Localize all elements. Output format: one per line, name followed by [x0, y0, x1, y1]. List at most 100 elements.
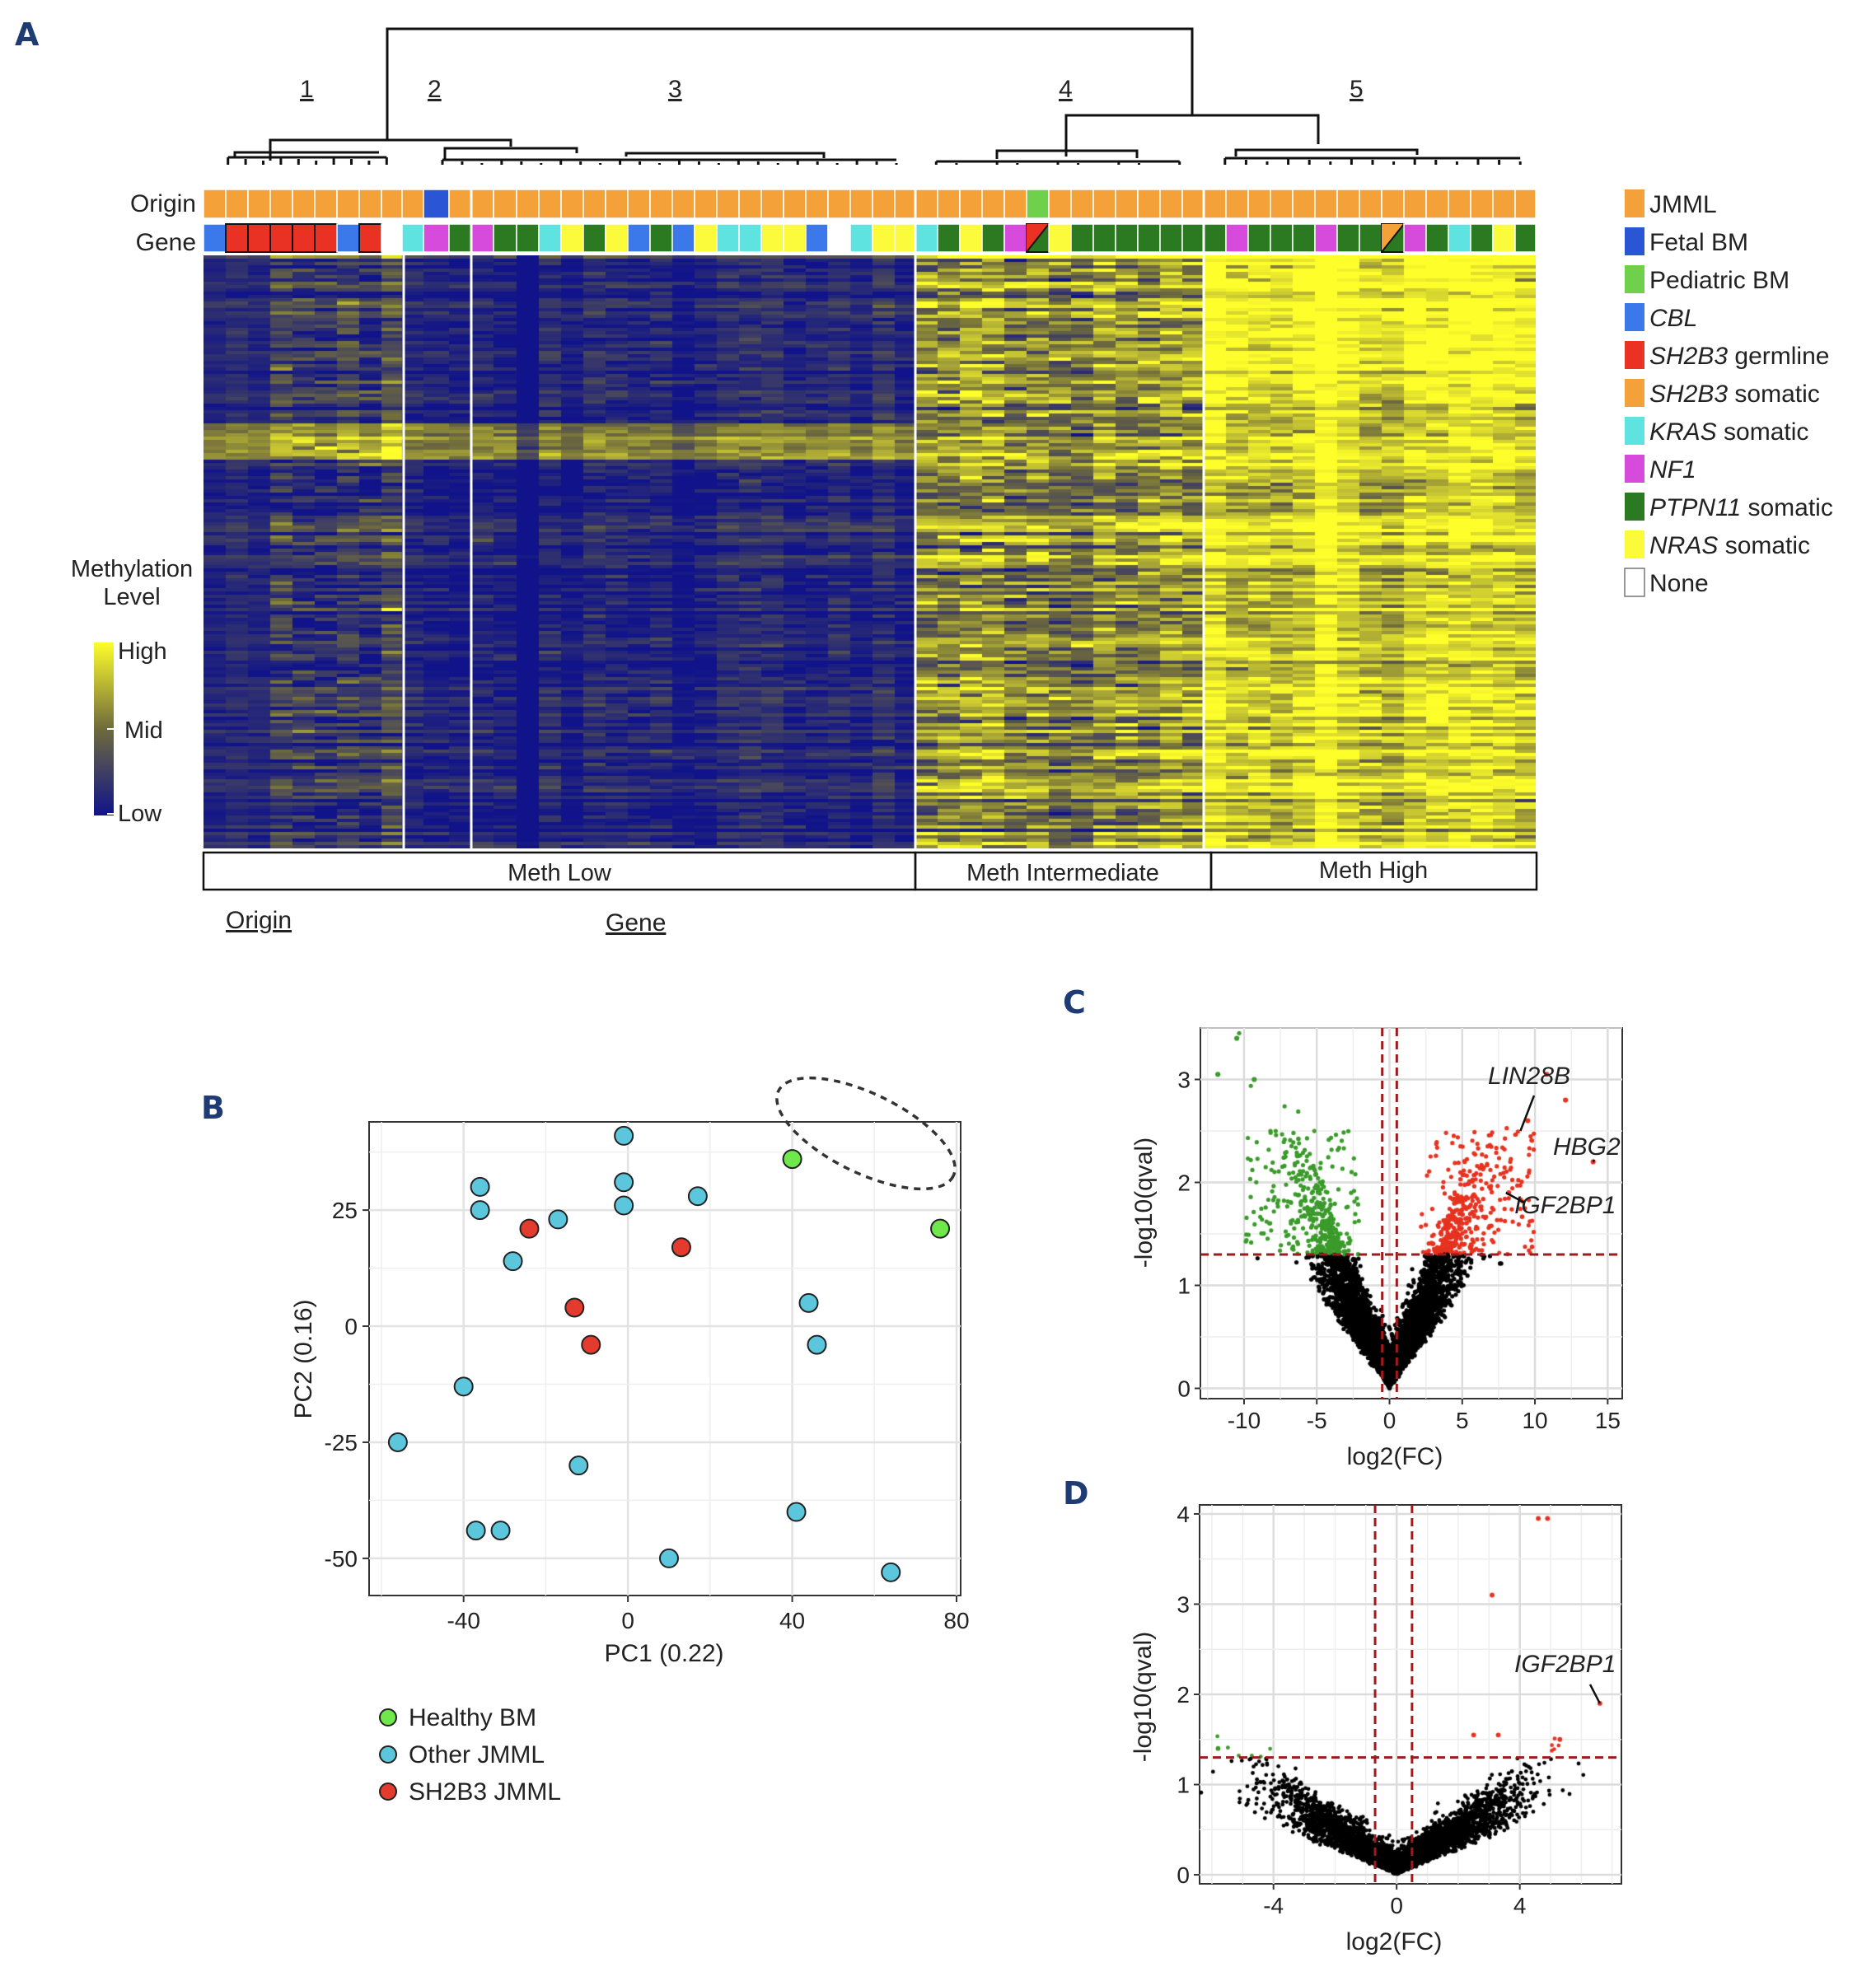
footer-origin: Origin [226, 907, 292, 934]
legend-a-label: SH2B3 somatic [1649, 381, 1820, 408]
origin-cell [1381, 189, 1405, 219]
pca-point [807, 1334, 827, 1355]
volcano-gene-label: HBG2 [1553, 1133, 1621, 1161]
volcano-c-thresholds [1200, 1028, 1622, 1399]
origin-cell [314, 189, 338, 219]
volcano-c-xlabel: log2(FC) [1347, 1443, 1443, 1470]
origin-cell [1203, 189, 1227, 219]
pca-point [798, 1292, 819, 1313]
gene-cell [1425, 223, 1449, 253]
pca-point [568, 1455, 589, 1476]
gene-cell [582, 223, 606, 253]
pca-points [387, 1125, 951, 1582]
legend-a-swatch [1625, 493, 1644, 521]
legend-a-label: CBL [1649, 305, 1697, 332]
origin-cell [1403, 189, 1427, 219]
origin-cell [1336, 189, 1360, 219]
legend-a-label: Pediatric BM [1649, 267, 1789, 294]
origin-cell [605, 189, 629, 219]
volcano-c-panel: -10 -5 0 5 10 15 0 1 2 3 LIN28B HBG2 IGF2BP1 log2(F… [1130, 1027, 1623, 1470]
group-meth-intermediate: Meth Intermediate [966, 860, 1159, 886]
panel-letter-a: A [15, 16, 40, 53]
gene-cell [760, 223, 784, 253]
origin-cell [470, 189, 494, 219]
gene-cell [627, 223, 651, 253]
legend-b-marker [379, 1782, 397, 1801]
origin-cell [1137, 189, 1161, 219]
pca-point [614, 1172, 634, 1193]
pca-point [881, 1562, 901, 1582]
legend-a-label: NF1 [1649, 456, 1696, 484]
volcano-d-ylabel: -log10(qval) [1130, 1632, 1157, 1762]
origin-cell [1359, 189, 1382, 219]
pca-point [782, 1149, 802, 1170]
gene-cell [1203, 223, 1227, 253]
pca-ytick-label: -25 [325, 1430, 358, 1455]
group-meth-high: Meth High [1319, 857, 1428, 884]
gene-cell [649, 223, 673, 253]
origin-cell [1003, 189, 1027, 219]
origin-cell [1514, 189, 1537, 219]
gene-cell [225, 223, 249, 253]
pca-ylabel: PC2 (0.16) [290, 1299, 317, 1418]
gene-cell [915, 223, 938, 253]
volcano-c-ylabel: -log10(qval) [1130, 1138, 1158, 1268]
cluster-label-3: 3 [668, 76, 682, 103]
gene-cell [981, 223, 1005, 253]
pca-legend: Healthy BM Other JMML SH2B3 JMML [379, 1704, 561, 1806]
volcano-ytick-label: 2 [1177, 1170, 1191, 1196]
pca-ytick-label: 25 [332, 1198, 358, 1223]
volcano-point-cloud [1200, 1505, 1621, 1884]
origin-cell [805, 189, 829, 219]
volcano-ytick-label: 3 [1177, 1068, 1191, 1093]
gene-cell [783, 223, 807, 253]
legend-a-label: NRAS somatic [1649, 532, 1810, 559]
volcano-ytick-label: 1 [1177, 1273, 1191, 1299]
origin-cell [1492, 189, 1516, 219]
gene-cell [849, 223, 873, 253]
legend-a-label: KRAS somatic [1649, 418, 1808, 446]
origin-cell [292, 189, 316, 219]
volcano-c-points [1200, 1028, 1622, 1399]
gene-cell [894, 223, 916, 253]
origin-cell [560, 189, 584, 219]
pca-point [453, 1376, 474, 1397]
origin-cell [1048, 189, 1072, 219]
pca-point [786, 1502, 807, 1522]
legend-a-label: Fetal BM [1649, 229, 1748, 256]
volcano-xtick-label: -4 [1263, 1893, 1284, 1918]
gene-cell [1225, 223, 1249, 253]
volcano-xtick-label: 15 [1595, 1408, 1621, 1433]
gene-cell [827, 223, 851, 253]
methylation-group-boxes: Meth Low Meth Intermediate Meth High [202, 851, 1538, 891]
origin-cell [1181, 189, 1205, 219]
gene-cell [1492, 223, 1516, 253]
origin-cell [538, 189, 562, 219]
volcano-ytick-label: 0 [1177, 1376, 1191, 1402]
gene-cell [716, 223, 740, 253]
legend-a-label: PTPN11 somatic [1649, 494, 1833, 521]
volcano-ytick-label: 2 [1177, 1682, 1190, 1708]
volcano-d-thresholds [1200, 1505, 1621, 1884]
gene-cell [1359, 223, 1382, 253]
gene-cell [1181, 223, 1205, 253]
heatmap-legend: JMML Fetal BM Pediatric BM CBL SH2B3 germlin… [1624, 189, 1833, 597]
methylation-title-line2: Level [103, 584, 160, 610]
gene-cell [1336, 223, 1360, 253]
origin-cell [1292, 189, 1316, 219]
gene-cell [1137, 223, 1161, 253]
legend-a-swatch [1625, 303, 1644, 331]
legend-a-label: SH2B3 germline [1649, 343, 1829, 370]
pca-point [614, 1125, 634, 1146]
gene-cell [1270, 223, 1294, 253]
gene-cell [1070, 223, 1094, 253]
pca-point [470, 1200, 490, 1221]
pca-plot-background [368, 1121, 961, 1596]
volcano-xtick-label: 10 [1522, 1408, 1547, 1433]
gene-cell [560, 223, 584, 253]
gene-cell [314, 223, 338, 253]
origin-cell [671, 189, 695, 219]
gene-cell [1292, 223, 1316, 253]
volcano-d-panel: -4 0 4 0 1 2 3 4 IGF2BP1 log2(FC) -log10(qval) [1130, 1502, 1622, 1955]
